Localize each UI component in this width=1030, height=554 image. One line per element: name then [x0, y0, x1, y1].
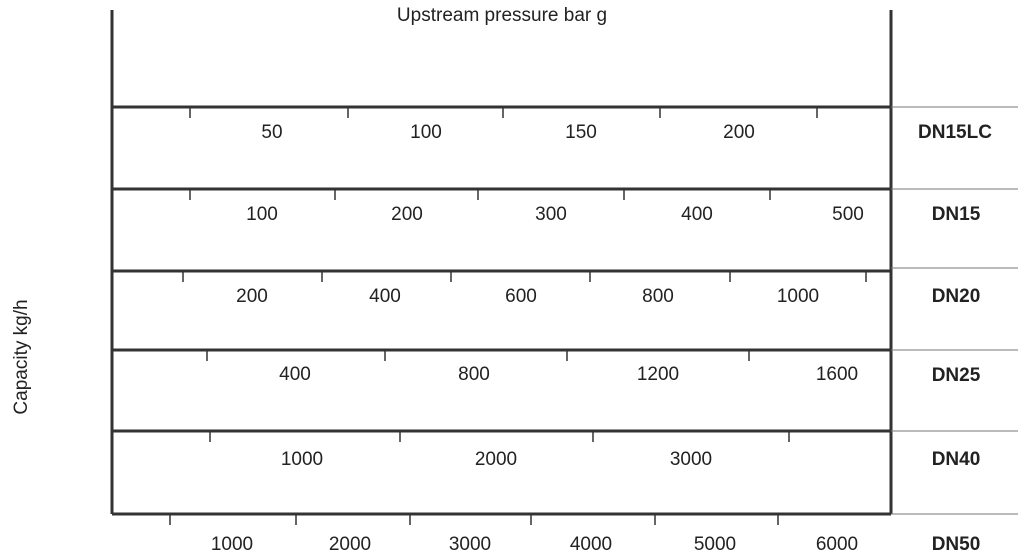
tick-label: 3000: [449, 534, 491, 554]
tick-label: 2000: [475, 449, 517, 470]
tick-label: 600: [505, 286, 537, 307]
tick-label: 2000: [329, 534, 371, 554]
y-axis-label: Capacity kg/h: [11, 299, 32, 414]
tick-label: 50: [261, 122, 282, 143]
tick-label: 500: [832, 204, 864, 225]
scale-row-dn25: 400 800 1200 1600 DN25: [206, 351, 981, 386]
tick-label: 800: [642, 286, 674, 307]
tick-label: 300: [535, 204, 567, 225]
tick-label: 400: [279, 364, 311, 385]
tick-label: 800: [458, 364, 490, 385]
tick-label: 1000: [777, 286, 819, 307]
tick-label: 1000: [281, 449, 323, 470]
scale-row-dn15lc: 50 100 150 200 DN15LC: [189, 108, 992, 143]
scale-row-dn40: 1000 2000 3000 DN40: [209, 432, 981, 470]
tick-label: 400: [369, 286, 401, 307]
chart-title: Upstream pressure bar g: [397, 5, 607, 26]
row-label-dn25: DN25: [932, 365, 981, 386]
tick-label: 5000: [694, 534, 736, 554]
scale-row-dn20: 200 400 600 800 1000 DN20: [182, 272, 981, 307]
tick-label: 1000: [211, 534, 253, 554]
tick-label: 1200: [637, 364, 679, 385]
row-label-dn15lc: DN15LC: [918, 122, 992, 143]
tick-label: 150: [565, 122, 597, 143]
tick-label: 200: [723, 122, 755, 143]
row-label-dn40: DN40: [932, 449, 981, 470]
tick-label: 100: [246, 204, 278, 225]
scale-row-dn50: 1000 2000 3000 4000 5000 6000 DN50: [169, 515, 981, 554]
tick-label: 100: [410, 122, 442, 143]
tick-label: 6000: [816, 534, 858, 554]
tick-label: 200: [391, 204, 423, 225]
row-label-dn20: DN20: [932, 286, 981, 307]
tick-label: 200: [236, 286, 268, 307]
tick-label: 400: [681, 204, 713, 225]
tick-label: 4000: [570, 534, 612, 554]
tick-label: 3000: [670, 449, 712, 470]
scale-row-dn15: 100 200 300 400 500 DN15: [189, 190, 981, 225]
row-label-dn50: DN50: [932, 534, 981, 554]
tick-label: 1600: [816, 364, 858, 385]
row-label-dn15: DN15: [932, 204, 981, 225]
